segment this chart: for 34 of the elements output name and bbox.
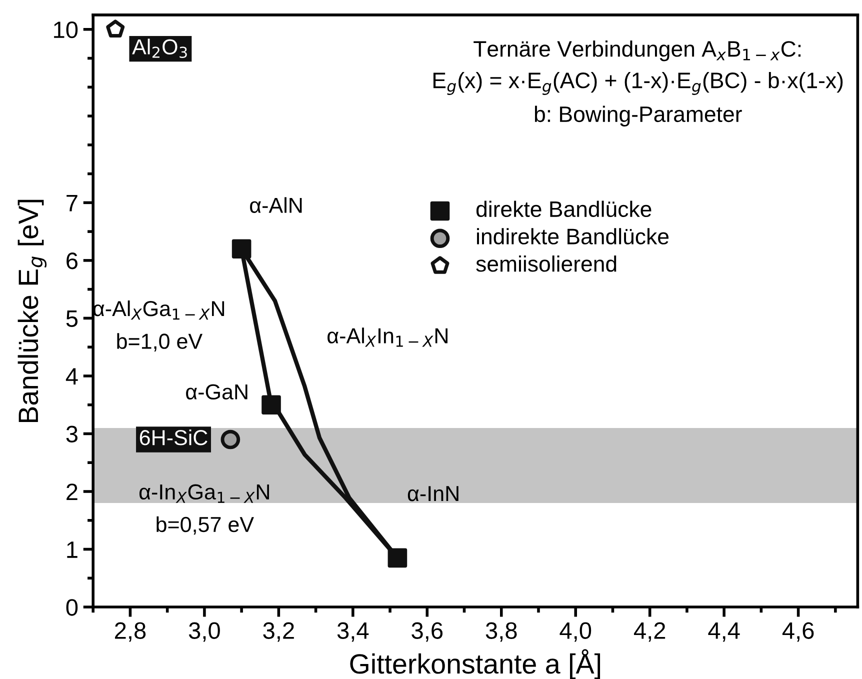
x-tick-label: 4,6 <box>782 622 814 642</box>
y-axis-title: Bandlücke E$_{g}$ [eV] <box>18 200 47 422</box>
y-tick-label: 3 <box>66 426 78 443</box>
y-tick-label: 6 <box>66 252 78 270</box>
y-tick-label: 4 <box>66 368 78 385</box>
x-tick-label: 4,4 <box>708 622 740 642</box>
annotation: 6H-SiC <box>140 429 208 446</box>
annotation: α-Al$_{X}$In$_{1−X}$N <box>328 328 448 347</box>
annotation: b: Bowing-Parameter <box>534 106 742 126</box>
x-tick-label: 4,0 <box>560 622 592 642</box>
y-tick-label: 1 <box>67 542 78 558</box>
y-tick-label: 10 <box>54 21 78 38</box>
y-tick-label: 2 <box>66 484 78 500</box>
x-axis-title: Gitterkonstante a [Å] <box>350 649 600 679</box>
x-tick-label: 2,8 <box>114 622 146 642</box>
legend-label: indirekte Bandlücke <box>477 228 669 244</box>
x-tick-label: 3,8 <box>486 622 517 642</box>
annotation: α-InN <box>408 486 458 502</box>
annotation: Ternäre Verbindungen A$_{x}$B$_{1−x}$C: <box>474 40 801 62</box>
annotation: α-In$_{X}$Ga$_{1−X}$N b=0,57 eV <box>139 484 269 535</box>
annotation: α-AlN <box>250 197 302 213</box>
x-tick-label: 4,2 <box>634 622 666 642</box>
x-tick-label: 3,2 <box>263 622 294 642</box>
legend-label: direkte Bandlücke <box>476 200 652 218</box>
x-tick-label: 3,0 <box>188 622 220 642</box>
y-tick-label: 7 <box>66 194 78 212</box>
y-tick-label: 0 <box>66 599 78 616</box>
annotation: E$_{g}$(x) = x·E$_{g}$(AC) + (1-x)·E$_{g}$(BC) - b·x(1-x) <box>433 72 843 95</box>
annotation: Al$_{2}$O$_{3}$ <box>132 38 187 58</box>
x-tick-label: 3,6 <box>412 622 443 642</box>
y-tick-label: 5 <box>66 310 78 327</box>
x-tick-label: 3,4 <box>337 622 369 642</box>
legend-label: semiisolierend <box>476 255 616 272</box>
annotation: α-GaN <box>186 384 248 400</box>
